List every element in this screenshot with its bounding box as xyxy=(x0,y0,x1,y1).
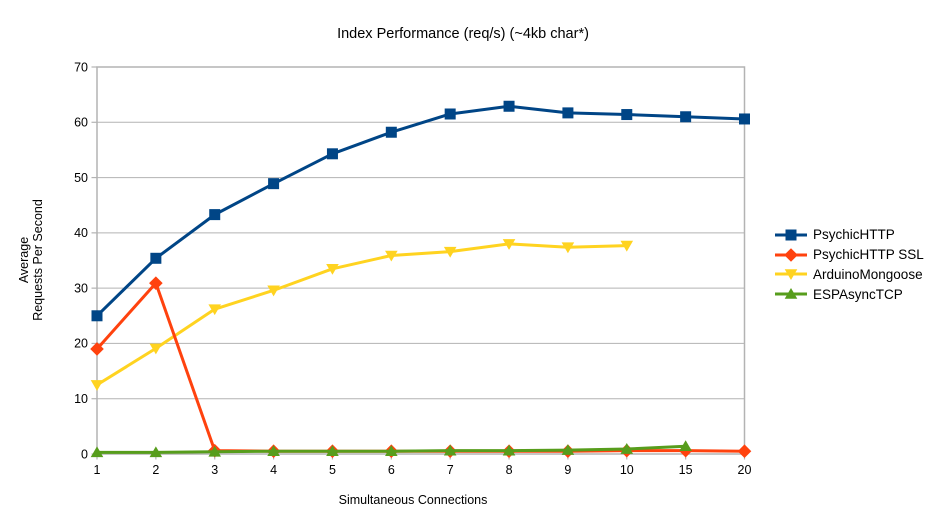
espasynctcp-marker xyxy=(267,445,280,457)
psychichttp-marker xyxy=(385,126,397,138)
x-tick-label: 6 xyxy=(388,463,395,477)
psychichttp-marker xyxy=(562,107,574,119)
legend-label-espasynctcp: ESPAsyncTCP xyxy=(813,286,903,302)
psychichttp-marker xyxy=(621,109,633,121)
y-axis-title: Average Requests Per Second xyxy=(17,199,45,321)
arduinomongoose-marker xyxy=(620,240,634,252)
legend-label-psychichttp: PsychicHTTP xyxy=(813,227,895,243)
x-axis: 1 2 3 4 5 6 7 8 9 10 15 20 xyxy=(94,454,752,477)
psychichttp-marker xyxy=(209,209,221,221)
psychichttp-marker xyxy=(503,100,515,112)
x-tick-label: 4 xyxy=(270,463,277,477)
psychichttp-marker xyxy=(785,229,797,241)
espasynctcp-marker xyxy=(90,446,104,458)
espasynctcp-marker xyxy=(679,440,692,452)
psychichttp-marker xyxy=(739,113,750,125)
legend-item-psychichttp: PsychicHTTP xyxy=(774,225,924,245)
y-tick-label: 50 xyxy=(74,171,88,185)
x-tick-label: 15 xyxy=(679,463,693,477)
x-tick-label: 20 xyxy=(738,463,752,477)
legend-label-arduinomongoose: ArduinoMongoose xyxy=(813,266,923,282)
arduinomongoose-marker xyxy=(326,263,339,275)
y-tick-label: 20 xyxy=(74,337,88,351)
legend-item-psychichttp-ssl: PsychicHTTP SSL xyxy=(774,245,924,265)
y-axis: 0 10 20 30 40 50 60 70 xyxy=(74,60,97,461)
y-tick-label: 10 xyxy=(74,392,88,406)
espasynctcp-marker xyxy=(502,444,516,456)
psychichttp-ssl-marker xyxy=(149,276,163,290)
chart-title: Index Performance (req/s) (~4kb char*) xyxy=(337,26,589,42)
arduinomongoose-marker xyxy=(267,285,280,297)
x-axis-title: Simultaneous Connections xyxy=(338,493,488,507)
psychichttp-marker xyxy=(444,108,456,120)
psychichttp-marker xyxy=(268,178,280,190)
x-tick-label: 10 xyxy=(620,463,634,477)
espasynctcp-marker xyxy=(784,288,798,300)
y-tick-label: 30 xyxy=(74,281,88,295)
y-tick-label: 40 xyxy=(74,226,88,240)
psychichttp-marker xyxy=(326,148,338,160)
psychichttp-marker xyxy=(680,111,692,123)
y-axis-title-line2: Requests Per Second xyxy=(31,199,45,321)
series-line-psychichttp xyxy=(95,104,746,318)
arduinomongoose-marker xyxy=(561,242,575,254)
legend-item-espasynctcp: ESPAsyncTCP xyxy=(774,284,924,304)
legend-key-espasynctcp xyxy=(775,288,807,300)
series-espasynctcp xyxy=(90,440,692,458)
x-tick-label: 7 xyxy=(447,463,454,477)
espasynctcp-marker xyxy=(561,444,575,455)
espasynctcp-marker xyxy=(620,443,634,454)
arduinomongoose-marker xyxy=(385,250,398,262)
series-arduinomongoose xyxy=(90,239,634,391)
x-tick-label: 2 xyxy=(152,463,159,477)
espasynctcp-marker xyxy=(149,446,163,458)
series-psychichttp xyxy=(91,100,750,322)
espasynctcp-marker xyxy=(326,445,339,457)
psychichttp-ssl-marker xyxy=(90,342,104,356)
x-tick-label: 3 xyxy=(211,463,218,477)
legend: PsychicHTTP PsychicHTTP SSL ArduinoMongoos… xyxy=(774,225,924,304)
arduinomongoose-marker xyxy=(443,246,457,258)
plot-border xyxy=(96,66,746,455)
series-line-arduinomongoose xyxy=(95,242,629,387)
arduinomongoose-marker xyxy=(149,343,163,355)
series-psychichttp-ssl xyxy=(90,276,752,459)
arduinomongoose-marker xyxy=(784,269,798,281)
arduinomongoose-marker xyxy=(502,239,516,250)
legend-key-arduinomongoose xyxy=(775,269,807,281)
arduinomongoose-marker xyxy=(90,380,104,391)
legend-key-psychichttp xyxy=(775,229,807,241)
y-tick-label: 60 xyxy=(74,116,88,130)
psychichttp-marker xyxy=(91,310,103,322)
y-axis-title-line1: Average xyxy=(17,236,31,284)
x-tick-label: 8 xyxy=(506,463,513,477)
series-line-psychichttp-ssl xyxy=(95,281,746,453)
legend-label-psychichttp-ssl: PsychicHTTP SSL xyxy=(813,247,924,263)
legend-key-psychichttp-ssl xyxy=(775,247,807,262)
x-tick-label: 5 xyxy=(329,463,336,477)
y-tick-label: 70 xyxy=(74,60,88,74)
psychichttp-marker xyxy=(150,252,162,264)
x-tick-label: 1 xyxy=(94,463,101,477)
espasynctcp-marker xyxy=(208,445,222,457)
x-tick-label: 9 xyxy=(564,463,571,477)
espasynctcp-marker xyxy=(385,445,398,457)
psychichttp-ssl-marker xyxy=(784,247,798,262)
y-tick-label: 0 xyxy=(81,447,88,461)
psychichttp-ssl-marker xyxy=(737,444,752,459)
legend-item-arduinomongoose: ArduinoMongoose xyxy=(774,265,924,285)
arduinomongoose-marker xyxy=(208,304,222,316)
espasynctcp-marker xyxy=(443,444,457,456)
